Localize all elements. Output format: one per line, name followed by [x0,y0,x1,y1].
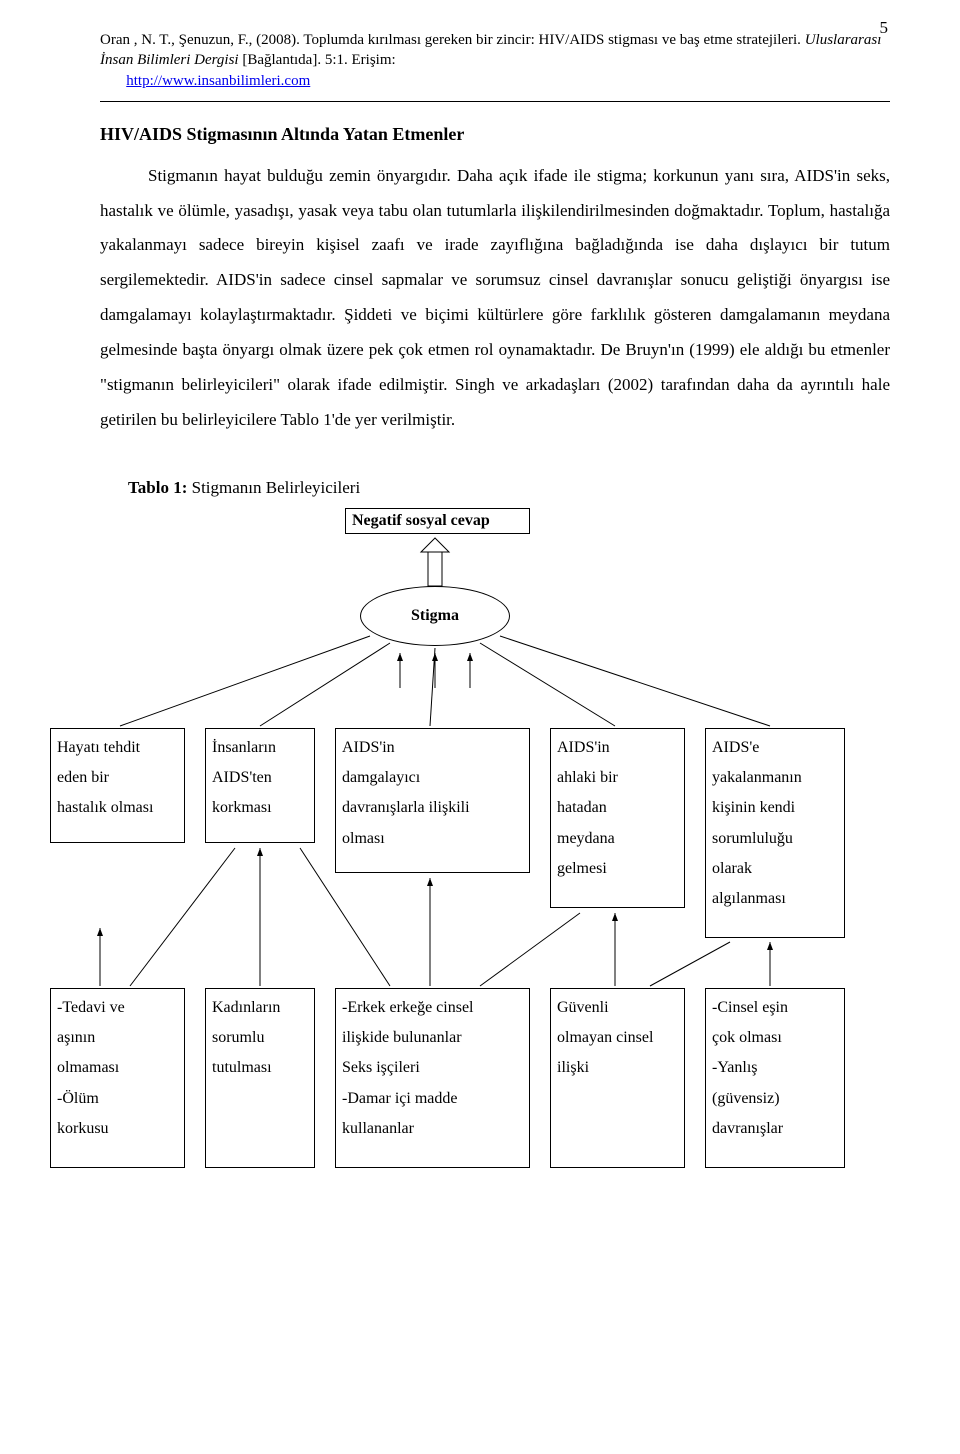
stigma-diagram: Negatif sosyal cevapStigmaHayatı tehdite… [70,508,860,1168]
diagram-box: İnsanlarınAIDS'tenkorkması [205,728,315,843]
diagram-box: Güvenliolmayan cinselilişki [550,988,685,1168]
header-citation: Oran , N. T., Şenuzun, F., (2008). Toplu… [100,30,890,91]
diagram-box: AIDS'inahlaki birhatadanmeydanagelmesi [550,728,685,908]
diagram-box: Kadınlarınsorumlututulması [205,988,315,1168]
diagram-box: Hayatı tehditeden birhastalık olması [50,728,185,843]
header-rule [100,101,890,102]
diagram-box: AIDS'eyakalanmanınkişinin kendisorumlulu… [705,728,845,938]
page-number: 5 [880,18,889,38]
section-title: HIV/AIDS Stigmasının Altında Yatan Etmen… [100,124,890,145]
diagram-box: -Erkek erkeğe cinselilişkide bulunanlarS… [335,988,530,1168]
diagram-box: -Cinsel eşinçok olması-Yanlış(güvensiz)d… [705,988,845,1168]
diagram-box: AIDS'indamgalayıcıdavranışlarla ilişkili… [335,728,530,873]
table-caption-bold: Tablo 1: [128,478,192,497]
table-caption: Tablo 1: Stigmanın Belirleyicileri [128,478,890,498]
table-caption-text: Stigmanın Belirleyicileri [192,478,361,497]
body-paragraph: Stigmanın hayat bulduğu zemin önyargıdır… [100,159,890,438]
citation-text-2: [Bağlantıda]. 5:1. Erişim: [242,52,395,68]
citation-text-1: Oran , N. T., Şenuzun, F., (2008). Toplu… [100,32,805,48]
diagram-box: Negatif sosyal cevap [345,508,530,534]
diagram-box: -Tedavi veaşınınolmaması-Ölümkorkusu [50,988,185,1168]
stigma-ellipse: Stigma [360,586,510,646]
citation-link[interactable]: http://www.insanbilimleri.com [126,73,310,89]
